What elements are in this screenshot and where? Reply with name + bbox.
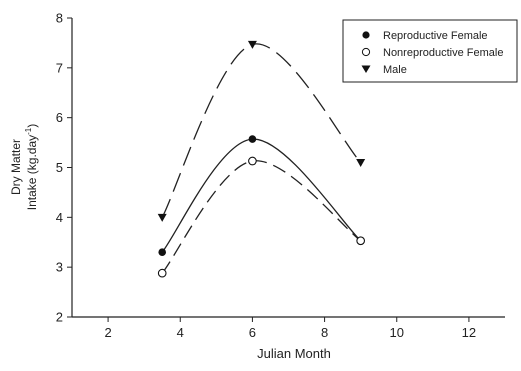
legend-marker-nonreproductive-female [361,47,371,57]
x-tick-label-8: 8 [321,325,328,340]
series-1-point-0 [157,268,167,278]
x-axis-label: Julian Month [257,346,331,361]
x-tick-label-12: 12 [462,325,476,340]
y-tick-label-5: 5 [56,160,63,175]
y-tick-label-2: 2 [56,310,63,325]
y-axis-label-close: ) [25,124,39,128]
y-tick-label-6: 6 [56,110,63,125]
legend-marker-male [361,65,371,73]
x-tick-label-4: 4 [177,325,184,340]
series-1-point-2 [356,236,366,246]
series-2-point-2 [356,159,366,168]
y-axis-label-line1: Dry Matter [9,139,23,195]
y-tick-label-8: 8 [56,11,63,26]
y-tick-label-3: 3 [56,260,63,275]
series-line-1 [161,160,362,274]
series-line-0 [161,138,362,253]
series-line-2 [161,43,362,218]
legend-label-reproductive-female: Reproductive Female [383,30,488,42]
series-0-point-1 [248,135,257,143]
x-tick-label-10: 10 [390,325,404,340]
ticks: 2 3 4 5 6 7 8 2 4 6 8 10 12 [56,11,476,341]
legend-label-male: Male [383,64,407,76]
legend-label-nonreproductive-female: Nonreproductive Female [383,47,503,59]
series-markers [157,40,366,278]
series-2-point-0 [157,213,167,222]
y-tick-label-7: 7 [56,60,63,75]
series-0-point-0 [158,248,167,257]
series-2-point-1 [247,40,257,49]
legend-box [342,19,518,83]
y-tick-label-4: 4 [56,210,63,225]
x-tick-label-6: 6 [249,325,256,340]
y-axis-label-main: Intake (kg.day [25,135,39,210]
x-tick-label-2: 2 [104,325,111,340]
y-axis-label-superscript: -1 [24,127,33,135]
legend: Reproductive Female Nonreproductive Fema… [342,19,518,83]
series-1-point-1 [248,156,257,166]
legend-marker-reproductive-female [362,31,370,39]
series-lines [161,43,362,274]
y-axis-label-line2: Intake (kg.day-1) [24,124,39,211]
